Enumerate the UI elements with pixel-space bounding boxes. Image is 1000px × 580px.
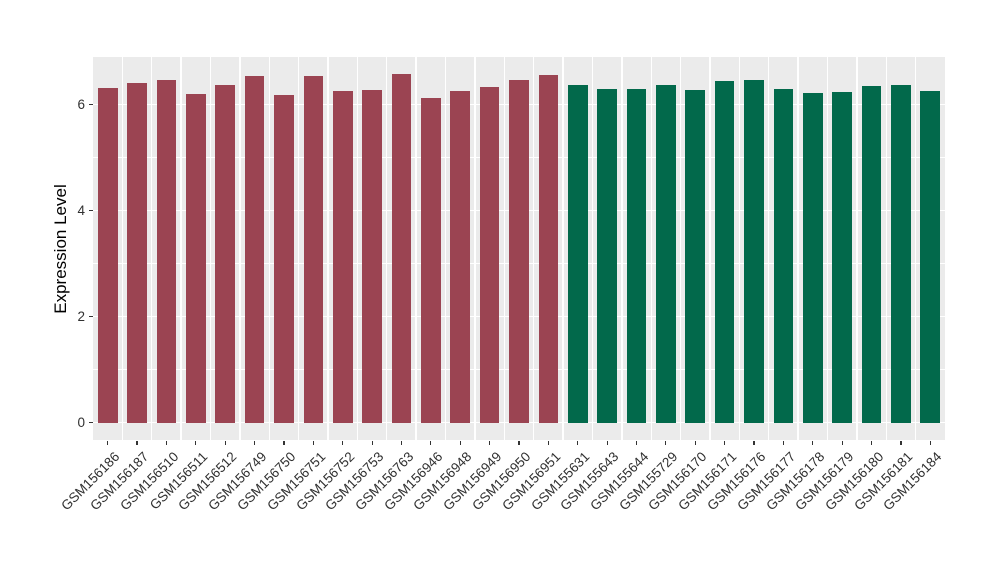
bar-GSM156512 [215,85,236,423]
x-tick [165,441,168,445]
y-tick [89,104,93,106]
grid-vline [151,57,153,440]
bar-GSM156948 [450,91,471,423]
bar-GSM156763 [391,74,412,423]
x-tick [459,441,461,445]
x-tick [195,441,197,445]
bar-GSM156179 [832,92,852,423]
x-tick [430,441,432,445]
x-tick [577,441,579,445]
grid-major-hline [93,421,945,424]
x-tick [900,441,902,445]
x-tick [107,441,109,445]
grid-vline [679,57,682,440]
bar-GSM156186 [97,87,118,423]
y-tick-label: 4 [77,202,85,218]
x-tick [665,441,667,445]
grid-vline [914,57,917,440]
grid-vline [121,57,124,440]
grid-vline [209,57,212,440]
grid-vline [562,57,564,440]
bar-GSM156949 [479,87,500,423]
x-tick [782,441,784,445]
bar-GSM155631 [567,84,588,423]
grid-vline [180,57,182,440]
x-tick [694,441,696,445]
grid-vline [856,57,858,440]
y-tick [89,210,93,212]
x-tick [753,441,755,445]
grid-vline [386,57,388,440]
x-tick [371,441,373,445]
y-tick-label: 2 [77,308,85,324]
x-tick [283,441,285,445]
bar-GSM156171 [714,81,735,423]
grid-vline [768,57,770,440]
grid-vline [885,57,887,440]
bar-GSM156950 [509,79,529,423]
x-tick [342,441,344,445]
x-tick [870,441,873,445]
y-tick-label: 6 [77,96,85,112]
x-tick [812,441,814,445]
x-tick [724,441,726,445]
grid-vline [415,57,417,440]
grid-vline [621,57,623,440]
bar-GSM156751 [303,75,324,423]
bar-GSM156176 [744,79,764,423]
bar-GSM156178 [802,93,823,423]
bar-GSM156187 [127,83,147,423]
x-tick [400,441,403,445]
y-tick [89,421,93,424]
grid-vline [474,57,476,440]
x-tick [547,441,549,445]
bar-GSM156951 [538,75,559,423]
y-tick-label: 0 [77,414,85,430]
x-tick [929,441,931,445]
grid-vline [826,57,829,440]
x-tick [606,441,608,445]
bar-GSM156946 [421,97,441,423]
grid-vline [709,57,711,440]
grid-vline [797,57,799,440]
bar-GSM155729 [656,85,676,423]
x-tick [518,441,520,445]
x-tick [136,441,138,445]
grid-vline [650,57,652,440]
bar-GSM156170 [685,89,706,423]
bar-GSM155644 [626,88,647,423]
x-tick [253,441,256,445]
grid-vline [297,57,300,440]
grid-vline [738,57,741,440]
bar-GSM156181 [891,84,911,423]
bar-GSM156180 [861,86,882,423]
x-tick [224,441,226,445]
grid-vline [356,57,359,440]
x-tick [635,441,638,445]
bar-GSM156511 [185,93,206,423]
bar-GSM155643 [597,88,617,423]
x-tick [489,441,491,445]
bar-GSM156510 [156,79,177,423]
grid-vline [239,57,241,440]
grid-vline [503,57,505,440]
grid-vline [268,57,270,440]
bar-GSM156753 [362,89,382,423]
bar-GSM156177 [773,88,794,423]
x-tick [312,441,314,445]
x-tick [841,441,843,445]
bar-GSM156184 [920,90,941,423]
bar-GSM156749 [244,75,265,423]
bar-GSM156750 [274,94,294,423]
grid-vline [532,57,535,440]
bar-GSM156752 [332,90,353,423]
grid-vline [327,57,329,440]
grid-vline [591,57,594,440]
grid-vline [444,57,447,440]
y-tick [89,315,93,318]
